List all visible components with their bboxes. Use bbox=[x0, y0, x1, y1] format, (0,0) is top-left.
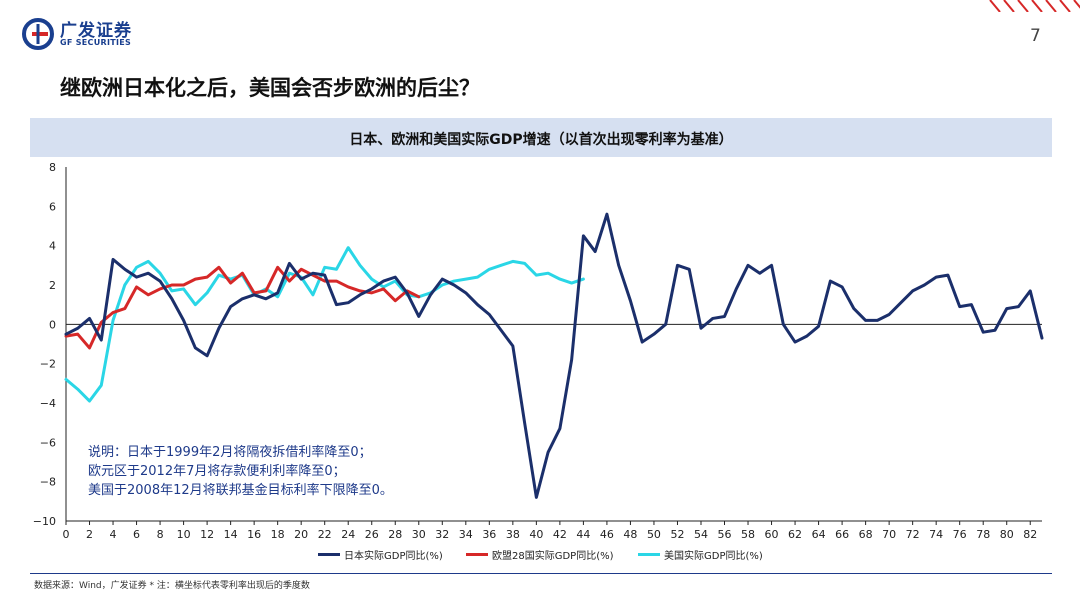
x-tick-label: 74 bbox=[929, 528, 943, 541]
y-tick-label: 8 bbox=[49, 161, 56, 174]
y-tick-label: −2 bbox=[40, 358, 56, 371]
x-tick-label: 26 bbox=[365, 528, 379, 541]
x-tick-label: 32 bbox=[435, 528, 449, 541]
x-tick-label: 58 bbox=[741, 528, 755, 541]
note-line: 美国于2008年12月将联邦基金目标利率下限降至0。 bbox=[88, 483, 393, 498]
series-line-us bbox=[64, 246, 585, 403]
x-tick-label: 54 bbox=[694, 528, 708, 541]
slide-title: 继欧洲日本化之后，美国会否步欧洲的后尘？ bbox=[60, 76, 480, 100]
x-tick-label: 78 bbox=[976, 528, 990, 541]
chart-title: 日本、欧洲和美国实际GDP增速（以首次出现零利率为基准） bbox=[349, 132, 733, 148]
legend-item-japan: 日本实际GDP同比(%) bbox=[318, 546, 443, 562]
x-tick-label: 18 bbox=[271, 528, 285, 541]
note-line: 说明：日本于1999年2月将隔夜拆借利率降至0； bbox=[88, 445, 372, 460]
legend-item-euro: 欧盟28国实际GDP同比(%) bbox=[466, 546, 614, 562]
x-tick-label: 22 bbox=[318, 528, 332, 541]
x-tick-label: 4 bbox=[110, 528, 117, 541]
y-tick-label: 0 bbox=[49, 318, 56, 331]
x-tick-label: 20 bbox=[294, 528, 308, 541]
corner-stripes-icon bbox=[989, 0, 1080, 12]
x-tick-label: 76 bbox=[953, 528, 967, 541]
x-tick-label: 10 bbox=[177, 528, 191, 541]
y-tick-label: −6 bbox=[40, 436, 56, 449]
chart-title-band: 日本、欧洲和美国实际GDP增速（以首次出现零利率为基准） bbox=[30, 118, 1052, 157]
x-tick-label: 8 bbox=[157, 528, 164, 541]
x-tick-label: 80 bbox=[1000, 528, 1014, 541]
x-tick-label: 66 bbox=[835, 528, 849, 541]
x-tick-label: 82 bbox=[1023, 528, 1037, 541]
y-tick-label: −4 bbox=[40, 397, 56, 410]
legend-swatch-euro bbox=[466, 552, 488, 556]
legend-label: 美国实际GDP同比(%) bbox=[664, 550, 763, 562]
x-tick-label: 2 bbox=[86, 528, 93, 541]
chart-legend: 日本实际GDP同比(%) 欧盟28国实际GDP同比(%) 美国实际GDP同比(%… bbox=[0, 546, 1080, 562]
logo-en-text: GF SECURITIES bbox=[60, 38, 132, 47]
x-tick-label: 48 bbox=[623, 528, 637, 541]
legend-label: 欧盟28国实际GDP同比(%) bbox=[492, 550, 614, 562]
note-line: 欧元区于2012年7月将存款便利利率降至0； bbox=[88, 464, 346, 479]
x-tick-label: 34 bbox=[459, 528, 473, 541]
chart-note: 说明：日本于1999年2月将隔夜拆借利率降至0； 欧元区于2012年7月将存款便… bbox=[88, 443, 393, 500]
x-tick-label: 60 bbox=[765, 528, 779, 541]
y-tick-label: 2 bbox=[49, 279, 56, 292]
x-tick-label: 40 bbox=[529, 528, 543, 541]
x-tick-label: 72 bbox=[906, 528, 920, 541]
x-tick-label: 14 bbox=[224, 528, 238, 541]
x-tick-label: 46 bbox=[600, 528, 614, 541]
gf-securities-logo-icon bbox=[22, 18, 54, 50]
x-tick-label: 52 bbox=[670, 528, 684, 541]
y-tick-label: −8 bbox=[40, 476, 56, 489]
source-footnote: 数据来源：Wind，广发证券 * 注：横坐标代表零利率出现后的季度数 bbox=[34, 581, 310, 591]
x-tick-label: 12 bbox=[200, 528, 214, 541]
series-line-japan bbox=[64, 212, 1044, 499]
series-line-euro bbox=[64, 265, 421, 350]
x-tick-label: 36 bbox=[482, 528, 496, 541]
x-tick-label: 24 bbox=[341, 528, 355, 541]
x-tick-label: 28 bbox=[388, 528, 402, 541]
legend-swatch-us bbox=[638, 552, 660, 556]
legend-label: 日本实际GDP同比(%) bbox=[344, 550, 443, 562]
x-tick-label: 70 bbox=[882, 528, 896, 541]
legend-swatch-japan bbox=[318, 552, 340, 556]
y-tick-label: −10 bbox=[33, 515, 56, 528]
y-tick-label: 4 bbox=[49, 240, 56, 253]
x-tick-label: 56 bbox=[718, 528, 732, 541]
x-tick-label: 44 bbox=[576, 528, 590, 541]
x-tick-label: 30 bbox=[412, 528, 426, 541]
legend-item-us: 美国实际GDP同比(%) bbox=[638, 546, 763, 562]
x-tick-label: 68 bbox=[859, 528, 873, 541]
x-tick-label: 0 bbox=[63, 528, 70, 541]
x-tick-label: 64 bbox=[812, 528, 826, 541]
x-tick-label: 6 bbox=[133, 528, 140, 541]
logo-cn-text: 广发证券 bbox=[60, 21, 132, 41]
page-number: 7 bbox=[1030, 26, 1041, 46]
x-tick-label: 50 bbox=[647, 528, 661, 541]
x-tick-label: 62 bbox=[788, 528, 802, 541]
x-tick-label: 38 bbox=[506, 528, 520, 541]
bottom-divider bbox=[30, 573, 1052, 574]
x-tick-label: 42 bbox=[553, 528, 567, 541]
y-tick-label: 6 bbox=[49, 200, 56, 213]
x-tick-label: 16 bbox=[247, 528, 261, 541]
